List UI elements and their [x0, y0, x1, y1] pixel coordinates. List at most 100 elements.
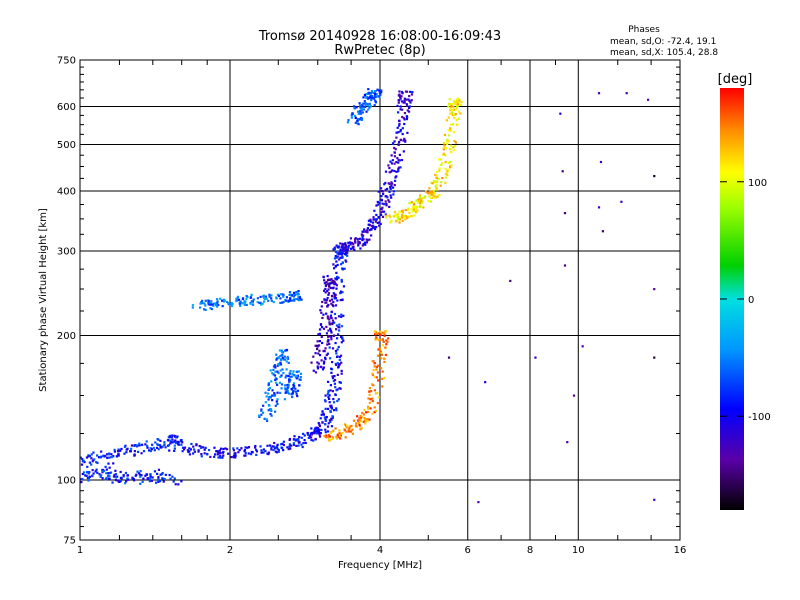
- data-point: [247, 446, 251, 449]
- data-point: [375, 336, 378, 339]
- data-point: [228, 303, 231, 306]
- data-point: [435, 176, 438, 179]
- data-point: [359, 414, 362, 418]
- data-point: [375, 213, 378, 217]
- data-point: [188, 447, 191, 450]
- data-point: [289, 369, 292, 373]
- data-point: [381, 377, 384, 380]
- data-point: [398, 153, 401, 156]
- data-point: [279, 375, 282, 379]
- data-point: [282, 300, 285, 304]
- data-point: [161, 445, 164, 448]
- data-point: [333, 247, 336, 251]
- data-point: [357, 242, 360, 245]
- data-point: [108, 477, 111, 480]
- data-point: [625, 92, 628, 95]
- data-point: [232, 447, 235, 450]
- data-point: [361, 230, 364, 233]
- data-point: [359, 418, 362, 421]
- data-point: [354, 121, 357, 124]
- data-point: [262, 448, 266, 451]
- data-point: [402, 139, 405, 142]
- data-point: [336, 333, 340, 336]
- data-point: [451, 103, 454, 106]
- data-point: [255, 448, 258, 451]
- data-point: [364, 95, 367, 98]
- data-point: [349, 247, 353, 250]
- data-point: [365, 110, 368, 113]
- data-point: [380, 351, 383, 354]
- data-point: [249, 302, 252, 305]
- data-point: [314, 344, 317, 347]
- data-point: [318, 435, 322, 438]
- data-point: [340, 341, 343, 344]
- data-point: [459, 112, 462, 115]
- data-point: [332, 397, 335, 401]
- data-point: [447, 356, 451, 359]
- data-point: [291, 386, 294, 390]
- data-point: [393, 183, 396, 187]
- data-point: [444, 154, 447, 157]
- data-point: [401, 214, 404, 217]
- data-point: [323, 279, 326, 282]
- data-point: [429, 200, 433, 203]
- data-point: [320, 311, 323, 314]
- data-point: [446, 140, 449, 143]
- data-point: [359, 428, 362, 431]
- data-point: [363, 408, 366, 412]
- data-point: [230, 455, 233, 459]
- data-point: [300, 298, 303, 301]
- x-tick-label: 4: [377, 545, 383, 556]
- x-axis-label: Frequency [MHz]: [338, 560, 422, 571]
- data-point: [371, 383, 374, 386]
- data-point: [328, 278, 331, 282]
- data-point: [398, 218, 401, 221]
- data-point: [120, 447, 123, 451]
- data-point: [393, 215, 396, 218]
- data-point: [509, 279, 512, 283]
- data-point: [324, 284, 328, 287]
- data-point: [335, 328, 338, 331]
- data-point: [372, 368, 375, 372]
- data-point: [325, 332, 329, 335]
- data-point: [653, 174, 656, 178]
- data-point: [361, 236, 364, 239]
- colorbar-tick-label: 0: [748, 295, 754, 306]
- data-point: [397, 101, 400, 104]
- data-point: [329, 316, 332, 319]
- data-point: [279, 391, 282, 395]
- data-point: [303, 439, 306, 442]
- data-point: [300, 443, 303, 446]
- data-point: [324, 407, 327, 410]
- data-point: [374, 101, 378, 104]
- data-point: [379, 333, 382, 337]
- data-point: [265, 395, 268, 398]
- data-point: [361, 239, 364, 242]
- data-point: [180, 480, 183, 483]
- data-point: [420, 198, 423, 201]
- data-point: [293, 385, 296, 388]
- data-point: [326, 393, 329, 396]
- data-point: [163, 443, 166, 446]
- data-point: [212, 304, 215, 307]
- data-point: [453, 116, 456, 120]
- data-point: [335, 284, 338, 287]
- data-point: [329, 314, 333, 317]
- data-point: [454, 102, 457, 105]
- data-point: [318, 428, 321, 431]
- data-point: [405, 116, 409, 119]
- data-point: [337, 315, 341, 318]
- data-point: [276, 370, 279, 373]
- data-point: [389, 194, 392, 197]
- data-point: [87, 477, 91, 480]
- data-point: [295, 444, 298, 447]
- data-point: [207, 303, 210, 306]
- data-point: [243, 301, 246, 305]
- data-point: [337, 366, 340, 369]
- data-point: [373, 218, 376, 221]
- data-point: [325, 312, 328, 315]
- data-point: [290, 294, 293, 297]
- data-point: [410, 99, 413, 102]
- data-point: [287, 385, 290, 388]
